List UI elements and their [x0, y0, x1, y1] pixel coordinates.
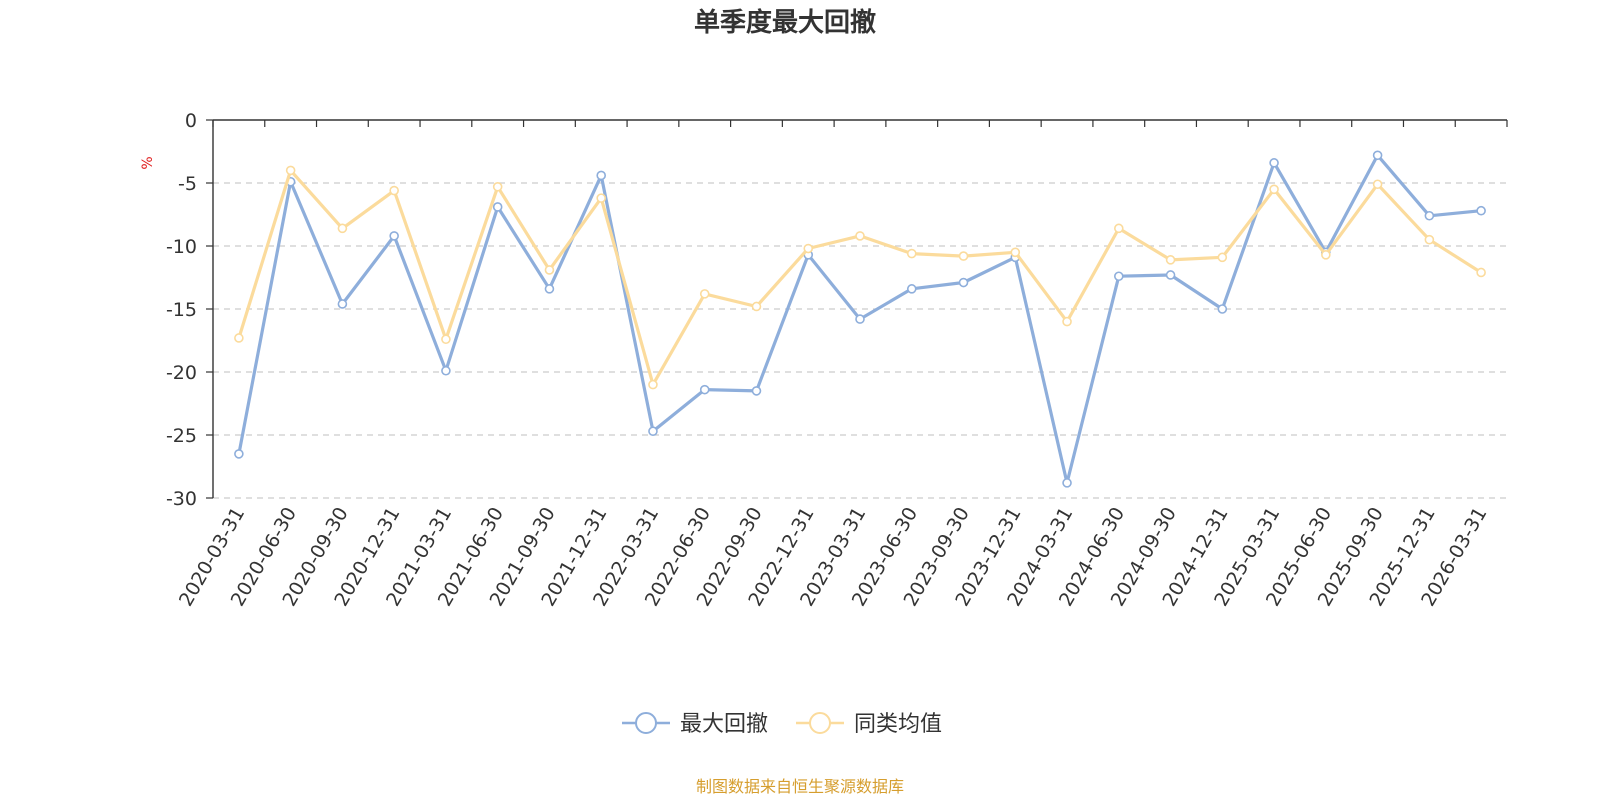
data-point	[855, 314, 865, 324]
y-tick-label: -30	[166, 488, 197, 510]
data-point	[596, 193, 607, 203]
data-point	[1476, 205, 1486, 216]
data-point	[234, 333, 244, 343]
data-point	[855, 231, 865, 241]
data-source-note: 制图数据来自恒生聚源数据库	[696, 777, 904, 796]
y-tick-label: -15	[166, 299, 197, 321]
data-point	[1476, 267, 1486, 278]
data-point	[906, 284, 917, 294]
data-point	[337, 223, 348, 234]
data-point	[1165, 255, 1176, 265]
data-point	[1372, 150, 1383, 161]
data-point	[1217, 304, 1228, 314]
data-point	[544, 284, 555, 294]
legend-label: 最大回撤	[680, 712, 768, 737]
legend[interactable]: 最大回撤 同类均值	[622, 712, 942, 737]
data-point	[1424, 234, 1435, 245]
data-point	[1321, 250, 1331, 260]
data-point	[1424, 210, 1435, 221]
y-axis-unit: %	[140, 156, 156, 169]
data-point	[389, 185, 399, 196]
series-line-同类均值	[237, 168, 1482, 387]
legend-marker	[809, 712, 831, 734]
data-point	[699, 384, 710, 395]
data-point	[906, 248, 917, 259]
data-point	[1165, 270, 1176, 280]
y-tick-label: -20	[166, 362, 197, 384]
data-point	[337, 299, 348, 309]
data-point	[751, 301, 762, 312]
data-point	[285, 165, 296, 176]
data-point	[441, 365, 451, 376]
y-tick-label: -25	[166, 425, 197, 447]
legend-marker	[635, 712, 657, 734]
data-point	[1217, 252, 1228, 263]
data-point	[544, 265, 555, 275]
data-point	[1062, 478, 1072, 488]
series	[234, 150, 1486, 488]
data-point	[699, 289, 710, 299]
chart-title: 单季度最大回撤	[694, 7, 876, 38]
y-tick-label: 0	[185, 110, 197, 132]
data-point	[1114, 271, 1124, 282]
legend-label: 同类均值	[854, 712, 942, 737]
data-point	[803, 243, 814, 254]
data-point	[648, 426, 658, 437]
y-tick-label: -5	[178, 173, 197, 195]
y-tick-label: -10	[166, 236, 197, 258]
data-point	[648, 379, 658, 390]
grid	[213, 182, 1507, 499]
data-point	[751, 386, 762, 396]
data-point	[958, 251, 969, 261]
data-point	[1062, 316, 1072, 327]
data-point	[1372, 179, 1383, 190]
data-point	[492, 202, 503, 212]
data-point	[1010, 247, 1021, 258]
data-point	[1269, 158, 1279, 168]
data-point	[441, 334, 451, 345]
data-point	[389, 231, 399, 241]
data-point	[1269, 184, 1279, 195]
data-point	[958, 277, 969, 288]
data-point	[596, 170, 607, 181]
data-point	[1114, 223, 1124, 234]
data-point	[234, 449, 244, 459]
data-point	[492, 181, 503, 192]
axes: 0-5-10-15-20-25-302020-03-312020-06-3020…	[166, 110, 1508, 610]
